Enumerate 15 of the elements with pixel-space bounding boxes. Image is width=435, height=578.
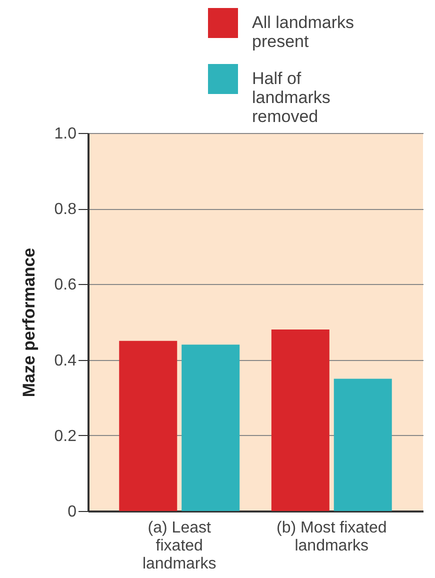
bar [119, 340, 178, 511]
y-tick-label: 0 [68, 504, 77, 520]
y-tick-label: 0.2 [54, 428, 77, 445]
y-tick-label: 0.8 [54, 201, 77, 218]
x-tick-label: (a) Least fixated landmarks [142, 520, 216, 572]
x-tick-label: (b) Most fixated landmarks [276, 520, 387, 554]
y-tick-label: 0.6 [54, 276, 77, 294]
y-tick-label: 1.0 [54, 126, 77, 142]
legend-label: All landmarks present [252, 13, 354, 51]
bar [271, 330, 330, 511]
y-tick-label: 0.4 [54, 352, 77, 370]
y-axis-title: Maze performance [19, 248, 38, 398]
legend-label: Half of landmarks removed [252, 69, 330, 126]
bar [182, 344, 240, 511]
bar [334, 378, 392, 511]
